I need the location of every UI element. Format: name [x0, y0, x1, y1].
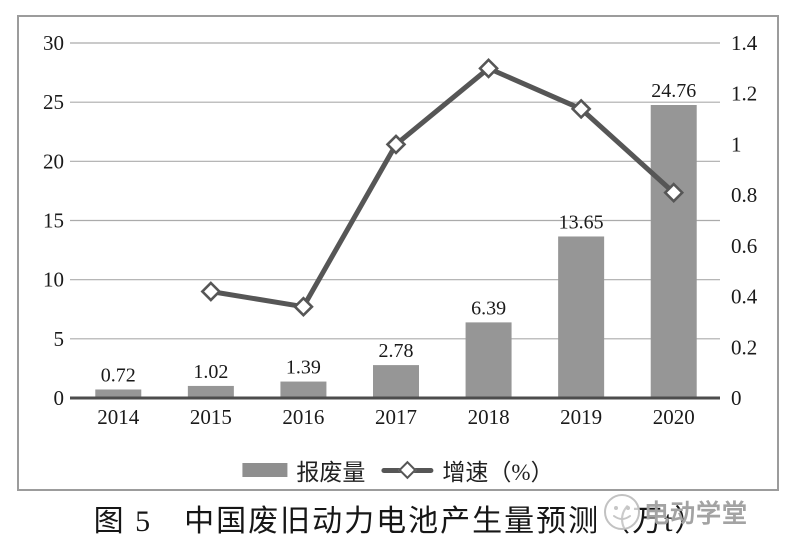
bar-value-label: 1.39: [286, 357, 321, 379]
line-series-swatch: [381, 460, 434, 480]
combo-chart: 0 5 10 15 20 25 30 0 0.2 0.4 0.6 0.8 1 1.2 1.4 0.72 1.02…: [43, 31, 758, 429]
left-axis-tick-label: 20: [43, 149, 64, 173]
right-axis-tick-label: 1.4: [731, 31, 758, 55]
bar-value-label: 13.65: [559, 211, 604, 233]
line-marker-diamond: [385, 134, 407, 155]
left-axis-tick-label: 25: [43, 90, 64, 114]
bar-2015: [187, 385, 234, 398]
bar-2017: [373, 365, 419, 398]
diamond-marker-icon: [398, 460, 417, 480]
bar-value-label: 1.02: [193, 361, 228, 383]
line-marker-diamond: [200, 281, 222, 302]
bar-2020: [650, 105, 697, 399]
x-axis-category-label: 2017: [375, 405, 417, 429]
right-axis-tick-label: 1: [731, 132, 742, 156]
line-marker-diamond: [478, 58, 499, 79]
right-axis-tick-label: 0.8: [731, 183, 757, 207]
x-axis-category-label: 2019: [560, 405, 602, 429]
bar-2019: [558, 236, 605, 398]
right-axis-tick-label: 0: [731, 386, 742, 410]
x-axis-category-label: 2018: [468, 405, 510, 429]
x-axis-category-label: 2015: [190, 405, 232, 429]
bar-value-label: 2.78: [379, 340, 414, 362]
line-marker-diamond: [570, 98, 592, 120]
x-axis-category-label: 2014: [97, 405, 140, 429]
legend-item-growth-rate: 增速（%）: [381, 453, 554, 487]
legend-label: 报废量: [296, 460, 366, 485]
left-axis-tick-label: 0: [54, 386, 65, 410]
legend: 报废量 增速（%）: [242, 453, 554, 487]
bar-value-label: 6.39: [471, 297, 506, 319]
bar-2016: [280, 381, 327, 398]
bar-value-label: 24.76: [651, 80, 696, 102]
legend-item-scrap-volume: 报废量: [242, 453, 365, 487]
bar-2014: [95, 389, 142, 398]
right-axis-tick-label: 0.4: [731, 285, 758, 309]
legend-label: 增速（%）: [442, 460, 554, 485]
figure-caption: 图 5 中国废旧动力电池产生量预测（万t）: [93, 505, 707, 538]
chart-area: 0 5 10 15 20 25 30 0 0.2 0.4 0.6 0.8 1 1.2 1.4 0.72 1.02…: [17, 15, 779, 491]
left-axis-tick-label: 5: [54, 327, 65, 351]
bar-2018: [465, 322, 512, 398]
line-marker-diamond: [663, 182, 685, 203]
right-axis-tick-label: 1.2: [731, 82, 757, 106]
right-axis-tick-label: 0.6: [731, 234, 757, 258]
left-axis-tick-label: 15: [43, 209, 64, 233]
left-axis-tick-label: 30: [43, 31, 64, 55]
bar-value-label: 0.72: [101, 364, 136, 386]
left-axis-tick-label: 10: [43, 268, 64, 292]
x-axis-category-label: 2016: [282, 405, 324, 429]
x-axis-category-label: 2020: [653, 405, 695, 429]
line-marker-diamond: [293, 296, 314, 318]
right-axis-tick-label: 0.2: [731, 335, 757, 359]
growth-rate-line: [208, 65, 677, 310]
bar-series-swatch: [242, 463, 288, 477]
